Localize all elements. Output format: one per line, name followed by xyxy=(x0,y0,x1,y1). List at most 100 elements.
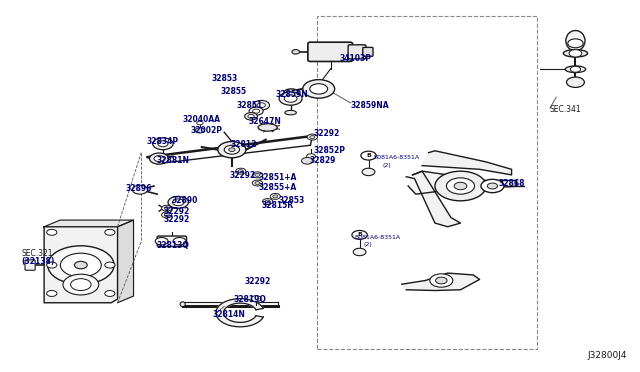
FancyBboxPatch shape xyxy=(157,236,186,246)
Circle shape xyxy=(158,154,168,160)
Text: 32852P: 32852P xyxy=(314,146,346,155)
Circle shape xyxy=(173,237,186,245)
Circle shape xyxy=(284,95,297,102)
Circle shape xyxy=(252,172,262,178)
Text: J32800J4: J32800J4 xyxy=(587,351,627,360)
Text: 32853: 32853 xyxy=(278,196,305,205)
Text: SEC.321: SEC.321 xyxy=(22,249,53,258)
Text: 32812: 32812 xyxy=(230,140,257,149)
Ellipse shape xyxy=(565,66,586,73)
Circle shape xyxy=(236,168,246,174)
Circle shape xyxy=(253,100,269,110)
Circle shape xyxy=(173,199,184,206)
Text: 32855+A: 32855+A xyxy=(259,183,297,192)
Circle shape xyxy=(301,157,313,164)
Circle shape xyxy=(150,153,169,164)
Bar xyxy=(317,16,537,349)
Text: 32853: 32853 xyxy=(211,74,237,83)
FancyBboxPatch shape xyxy=(363,47,373,56)
Text: B: B xyxy=(366,153,371,158)
Circle shape xyxy=(454,182,467,190)
Circle shape xyxy=(47,230,57,235)
Ellipse shape xyxy=(285,110,296,115)
Text: 32040AA: 32040AA xyxy=(182,115,221,124)
Circle shape xyxy=(154,155,164,161)
Ellipse shape xyxy=(563,49,588,57)
Polygon shape xyxy=(44,220,134,227)
Polygon shape xyxy=(408,171,516,194)
Circle shape xyxy=(353,248,366,256)
Text: B081A6-8351A: B081A6-8351A xyxy=(355,235,401,240)
Text: 34103P: 34103P xyxy=(339,54,371,62)
Text: 32851+A: 32851+A xyxy=(259,173,297,182)
Circle shape xyxy=(238,170,243,173)
Text: 32829: 32829 xyxy=(310,155,336,164)
Circle shape xyxy=(310,136,315,138)
Text: B081A6-8351A: B081A6-8351A xyxy=(373,155,419,160)
Circle shape xyxy=(168,196,188,208)
Circle shape xyxy=(249,107,263,115)
Polygon shape xyxy=(44,227,118,303)
Text: 32834P: 32834P xyxy=(147,137,179,146)
Circle shape xyxy=(60,253,101,277)
Text: 32855: 32855 xyxy=(221,87,247,96)
Polygon shape xyxy=(216,299,263,327)
Circle shape xyxy=(224,145,239,154)
Text: (2): (2) xyxy=(364,242,372,247)
Text: 32859NA: 32859NA xyxy=(351,101,389,110)
Circle shape xyxy=(47,291,57,296)
Circle shape xyxy=(156,237,168,245)
Text: 32292: 32292 xyxy=(314,129,340,138)
Circle shape xyxy=(253,109,260,113)
FancyBboxPatch shape xyxy=(348,45,366,59)
Ellipse shape xyxy=(258,124,277,131)
Circle shape xyxy=(196,121,203,125)
Circle shape xyxy=(262,199,273,205)
Circle shape xyxy=(570,66,580,72)
Text: B: B xyxy=(357,232,362,237)
Text: 32868: 32868 xyxy=(499,179,525,187)
Circle shape xyxy=(251,296,261,302)
Text: 32890: 32890 xyxy=(172,196,198,205)
Circle shape xyxy=(303,80,335,98)
Circle shape xyxy=(218,141,246,158)
Polygon shape xyxy=(118,220,134,303)
Circle shape xyxy=(164,214,170,217)
Text: 32851: 32851 xyxy=(237,101,263,110)
Circle shape xyxy=(430,274,453,287)
Circle shape xyxy=(447,178,474,194)
Circle shape xyxy=(162,205,172,211)
Text: 32292: 32292 xyxy=(164,207,190,216)
Circle shape xyxy=(132,185,148,194)
Text: 32002P: 32002P xyxy=(191,126,223,135)
Circle shape xyxy=(255,182,260,185)
Circle shape xyxy=(307,134,317,140)
Circle shape xyxy=(568,39,583,48)
Text: 32819Q: 32819Q xyxy=(234,295,267,304)
Circle shape xyxy=(47,262,57,268)
Circle shape xyxy=(158,141,168,147)
Circle shape xyxy=(279,92,302,105)
Circle shape xyxy=(105,230,115,235)
Circle shape xyxy=(292,49,300,54)
Text: 32292: 32292 xyxy=(244,277,271,286)
Circle shape xyxy=(70,279,91,291)
Circle shape xyxy=(164,207,170,210)
FancyBboxPatch shape xyxy=(308,42,353,61)
Circle shape xyxy=(257,103,266,108)
Circle shape xyxy=(74,262,87,269)
Text: 32881N: 32881N xyxy=(157,155,189,164)
Ellipse shape xyxy=(180,302,185,307)
Circle shape xyxy=(481,179,504,193)
Circle shape xyxy=(244,113,257,120)
Text: (32138): (32138) xyxy=(22,257,55,266)
Circle shape xyxy=(435,171,486,201)
Circle shape xyxy=(566,77,584,87)
Circle shape xyxy=(248,115,254,118)
Circle shape xyxy=(228,148,235,151)
Circle shape xyxy=(487,183,497,189)
Circle shape xyxy=(47,246,114,284)
Circle shape xyxy=(569,49,582,57)
Text: (2): (2) xyxy=(383,163,391,168)
Circle shape xyxy=(105,262,115,268)
